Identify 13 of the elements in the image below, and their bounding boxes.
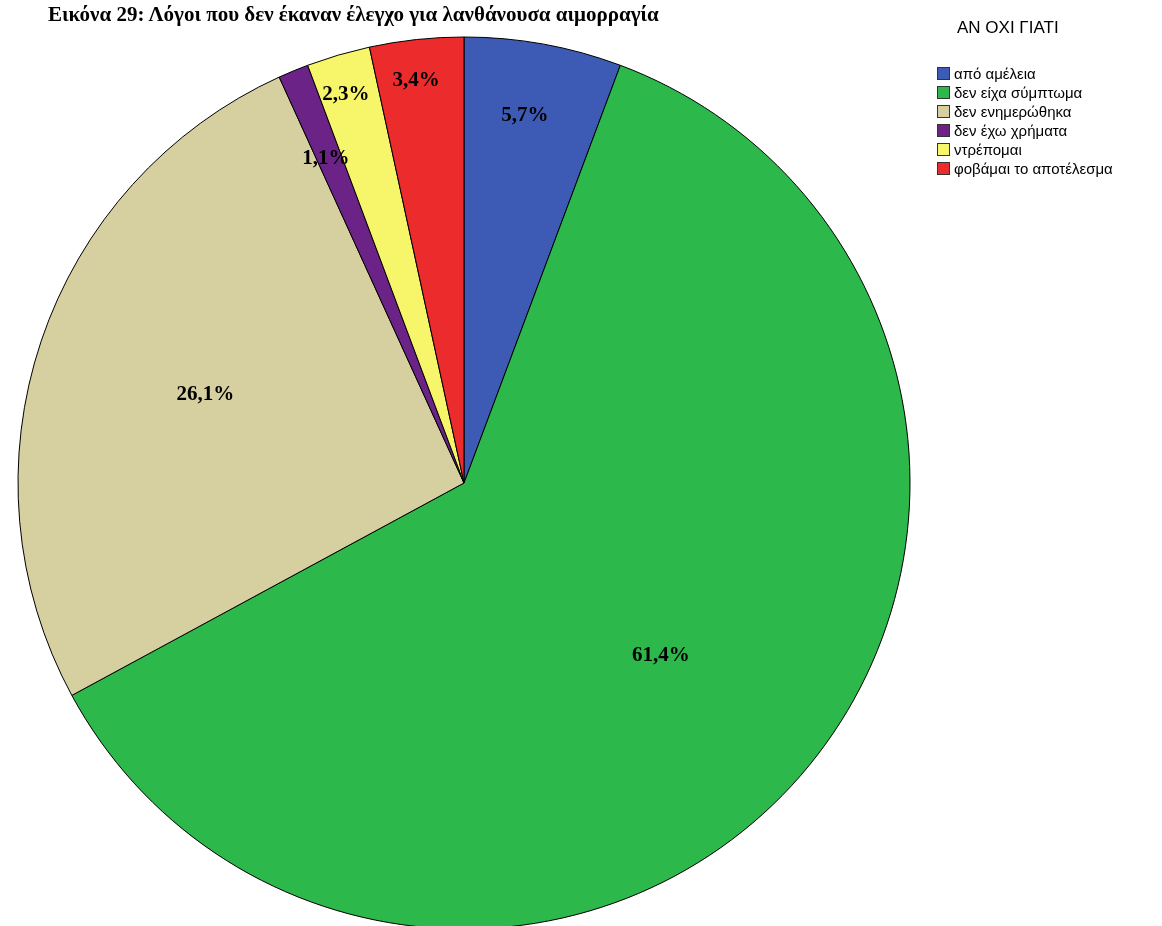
data-label: 3,4%	[392, 66, 440, 91]
data-label: 61,4%	[631, 641, 690, 666]
data-label: 5,7%	[501, 101, 549, 126]
legend-label: φοβάμαι το αποτέλεσμα	[954, 159, 1113, 178]
legend-label: δεν είχα σύμπτωμα	[954, 83, 1083, 102]
legend-label: δεν έχω χρήματα	[954, 121, 1068, 140]
legend-label: από αμέλεια	[954, 64, 1036, 83]
legend-title: ΑΝ ΟΧΙ ΓΙΑΤΙ	[957, 18, 1060, 38]
chart-title: Εικόνα 29: Λόγοι που δεν έκαναν έλεγχο για λανθάνουσα αιμορραγία	[48, 2, 659, 27]
data-label: 26,1%	[176, 380, 235, 405]
data-label: 2,3%	[322, 80, 370, 105]
legend-label: δεν ενημερώθηκα	[954, 102, 1072, 121]
legend-label: ντρέπομαι	[954, 140, 1022, 159]
